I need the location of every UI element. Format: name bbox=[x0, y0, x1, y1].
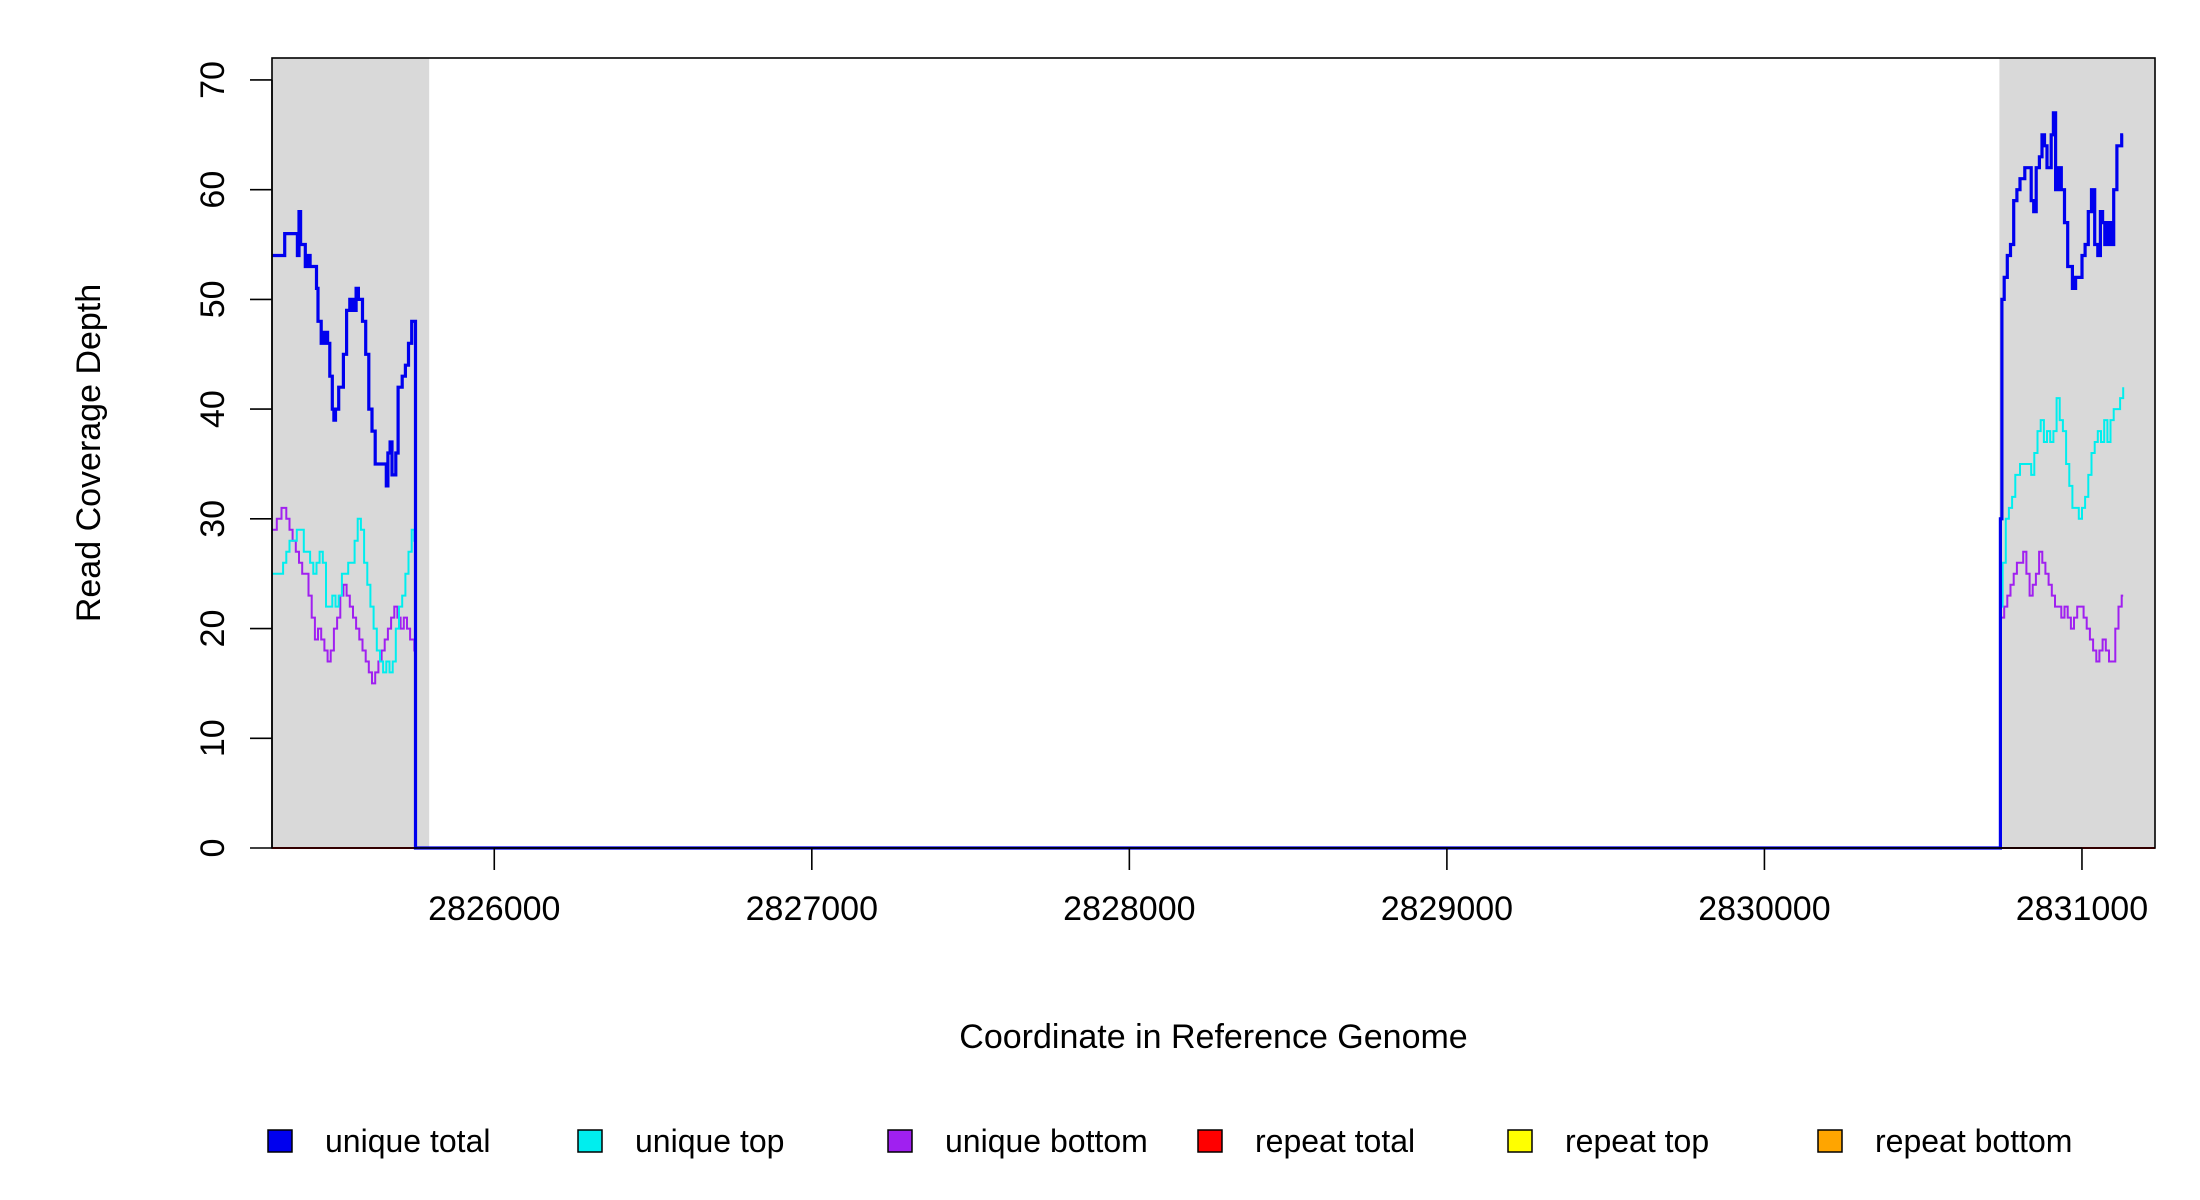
y-tick-label: 50 bbox=[194, 280, 232, 318]
y-tick-label: 10 bbox=[194, 719, 232, 757]
x-tick-label: 2826000 bbox=[428, 890, 560, 928]
y-tick-label: 40 bbox=[194, 390, 232, 428]
x-tick-label: 2829000 bbox=[1381, 890, 1513, 928]
legend: unique total unique top unique bottom repea… bbox=[267, 1123, 2072, 1159]
y-axis: 0 10 20 30 40 50 60 70 bbox=[194, 61, 273, 858]
x-axis-label: Coordinate in Reference Genome bbox=[959, 1018, 1467, 1056]
x-axis: 2826000 2827000 2828000 2829000 2830000 28310… bbox=[428, 847, 2148, 928]
x-tick-label: 2831000 bbox=[2016, 890, 2148, 928]
y-tick-label: 0 bbox=[194, 839, 232, 858]
legend-swatch bbox=[1817, 1129, 1843, 1153]
legend-swatch bbox=[577, 1129, 603, 1153]
x-tick-label: 2828000 bbox=[1063, 890, 1195, 928]
series-line-unique-top bbox=[272, 387, 2125, 849]
legend-label: repeat top bbox=[1565, 1123, 1709, 1159]
series-line-unique-total bbox=[272, 111, 2124, 850]
x-tick-label: 2830000 bbox=[1698, 890, 1830, 928]
series-line-unique-bottom bbox=[272, 506, 2124, 849]
shaded-region-0 bbox=[272, 58, 430, 848]
legend-swatch bbox=[887, 1129, 913, 1153]
shaded-regions bbox=[272, 58, 2155, 848]
y-tick-label: 30 bbox=[194, 500, 232, 538]
legend-swatch bbox=[267, 1129, 293, 1153]
legend-label: repeat total bbox=[1255, 1123, 1415, 1159]
y-tick-label: 70 bbox=[194, 61, 232, 99]
legend-label: repeat bottom bbox=[1875, 1123, 2072, 1159]
y-axis-label: Read Coverage Depth bbox=[70, 284, 108, 622]
legend-label: unique top bbox=[635, 1123, 784, 1159]
y-tick-label: 20 bbox=[194, 610, 232, 648]
y-tick-label: 60 bbox=[194, 171, 232, 209]
shaded-region-1 bbox=[1999, 58, 2155, 848]
x-tick-label: 2827000 bbox=[746, 890, 878, 928]
legend-swatch bbox=[1197, 1129, 1223, 1153]
legend-label: unique total bbox=[325, 1123, 490, 1159]
legend-swatch bbox=[1507, 1129, 1533, 1153]
legend-label: unique bottom bbox=[945, 1123, 1148, 1159]
